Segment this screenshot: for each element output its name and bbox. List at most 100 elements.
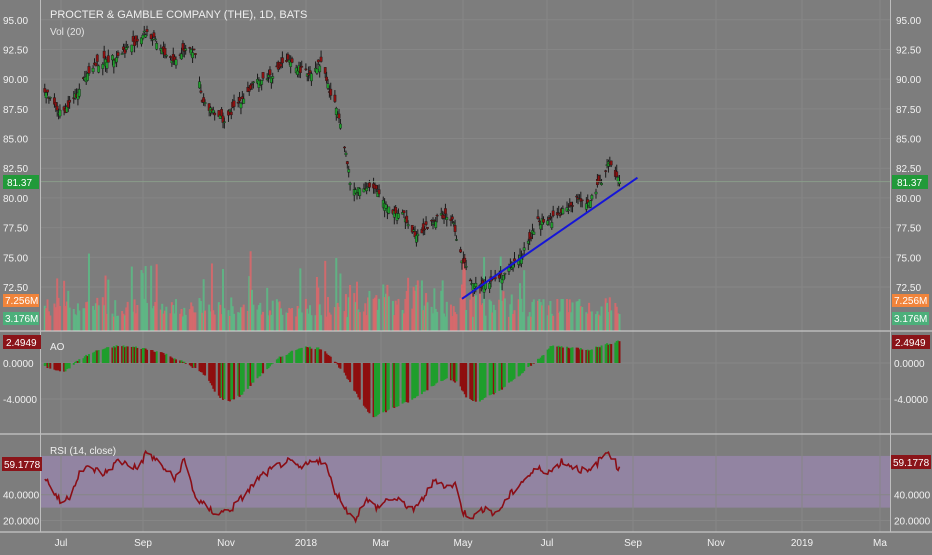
candle-body: [615, 171, 619, 177]
ao-bar: [286, 354, 289, 363]
price-tick-label-right: 95.00: [896, 16, 921, 27]
candle-body: [260, 80, 264, 85]
volume-bar: [552, 315, 555, 331]
candle-body: [402, 210, 406, 214]
volume-bar: [227, 310, 230, 331]
candle-body: [365, 187, 369, 191]
volume-bar: [463, 255, 466, 331]
candle-body: [345, 161, 349, 165]
volume-bar: [132, 311, 135, 331]
ao-bar: [151, 350, 154, 363]
candle-body: [251, 81, 255, 83]
ao-bar: [202, 363, 205, 375]
ao-bar: [455, 363, 458, 382]
candle-body: [442, 215, 446, 219]
ao-bar: [230, 363, 233, 400]
price-tick-label-left: 87.50: [3, 105, 28, 116]
vol-last-badge-left: 3.176M: [3, 312, 39, 325]
ao-bar: [162, 353, 165, 363]
candle-body: [300, 66, 304, 68]
ao-bar: [539, 357, 542, 363]
ao-bar: [173, 358, 176, 363]
volume-bar: [170, 302, 173, 331]
svg-text:7.256M: 7.256M: [894, 296, 927, 307]
volume-bar: [136, 304, 139, 331]
ao-bar: [512, 363, 515, 380]
candle-body: [532, 231, 536, 235]
volume-bar: [307, 313, 310, 331]
volume-bar: [299, 268, 302, 331]
volume-bar: [615, 306, 618, 331]
ao-bar: [76, 361, 79, 363]
rsi-band-layer: [41, 455, 890, 508]
ao-bar: [347, 363, 350, 380]
volume-bar: [391, 300, 394, 331]
ao-bar: [146, 349, 148, 363]
volume-bar: [223, 308, 226, 331]
candle-body: [290, 58, 294, 63]
volume-bar: [335, 257, 338, 331]
volume-bar: [570, 312, 573, 331]
ao-bar: [353, 363, 356, 391]
ao-bar: [122, 345, 125, 363]
candle-body: [453, 225, 457, 232]
rsi-tick-label-left: 20.0000: [3, 517, 40, 528]
ao-bar: [541, 355, 544, 363]
volume-bar: [560, 299, 563, 331]
ao-bar: [285, 354, 288, 363]
ao-bar: [212, 363, 215, 389]
volume-bar: [192, 312, 195, 331]
candle-body: [355, 192, 359, 194]
ao-bar: [296, 349, 299, 363]
volume-bar: [175, 299, 178, 331]
volume-bar: [173, 313, 176, 331]
ao-bar: [315, 347, 318, 363]
ao-bar: [431, 363, 434, 386]
candle-body: [86, 73, 89, 81]
ao-bar: [252, 363, 255, 383]
ao-bar: [499, 363, 502, 390]
volume-bar: [618, 314, 621, 331]
volume-bar: [520, 298, 523, 331]
volume-bar: [208, 304, 211, 331]
ao-bar: [372, 363, 375, 418]
volume-bar: [557, 312, 560, 331]
volume-bar: [141, 273, 144, 331]
ao-bar: [373, 363, 376, 417]
volume-bar: [329, 314, 332, 331]
volume-bar: [233, 313, 236, 331]
ao-bar: [144, 348, 147, 363]
volume-bar: [111, 313, 114, 331]
ao-bar: [415, 363, 418, 397]
volume-bar: [143, 298, 146, 331]
candle-body: [238, 97, 241, 102]
volume-bar: [92, 305, 95, 331]
candle-body: [513, 258, 516, 262]
rsi-line: [44, 449, 621, 524]
candle-body: [488, 283, 492, 289]
volume-bar: [440, 290, 443, 331]
ao-bar: [43, 363, 46, 367]
ao-bar: [58, 363, 61, 372]
ao-bar: [133, 347, 136, 363]
volume-bar: [431, 313, 434, 331]
volume-bar: [517, 299, 520, 331]
ao-bar: [470, 363, 473, 401]
volume-bar: [480, 304, 483, 331]
ao-bar: [483, 363, 486, 399]
volume-bar: [596, 311, 599, 331]
ao-badge-left: 2.4949: [3, 335, 41, 349]
time-tick-label: May: [454, 538, 473, 549]
volume-bar: [473, 296, 476, 331]
ao-bar: [213, 363, 216, 392]
volume-bar: [221, 268, 224, 331]
candle-body: [463, 257, 467, 263]
ao-bar: [426, 363, 429, 391]
volume-bar: [338, 306, 341, 331]
ao-bar: [394, 363, 397, 407]
volume-bar: [449, 304, 452, 331]
volume-bar: [188, 309, 191, 331]
ao-bar: [324, 351, 327, 363]
